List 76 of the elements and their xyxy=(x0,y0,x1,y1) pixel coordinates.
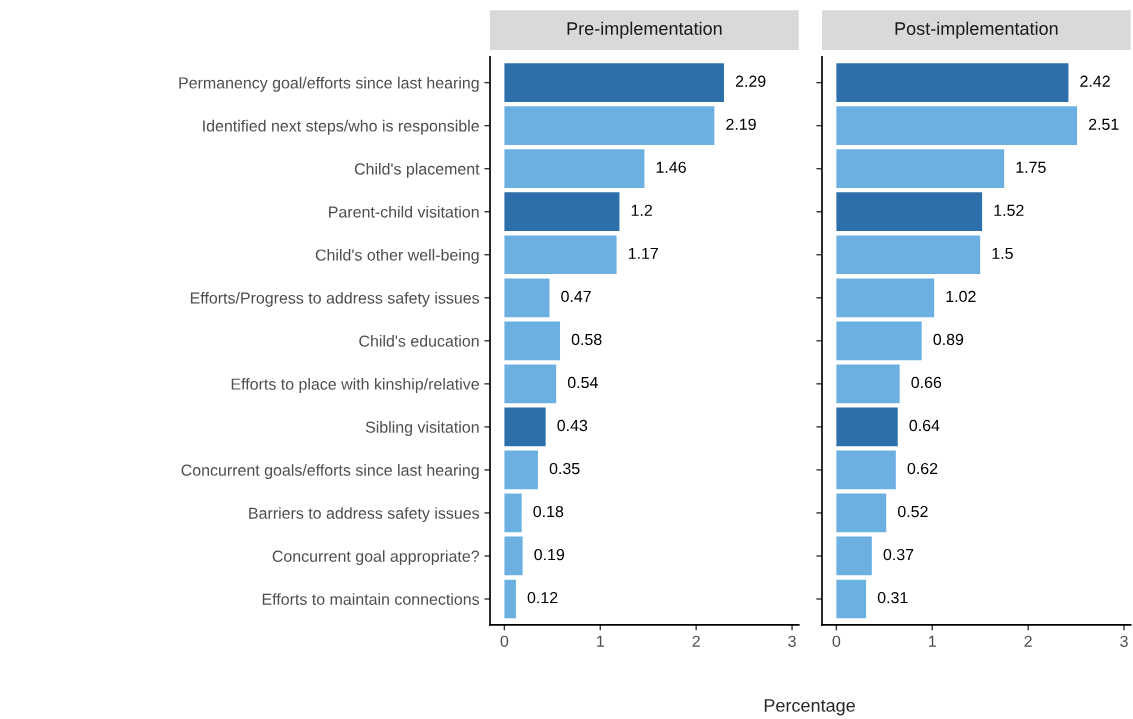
x-tick-label: 2 xyxy=(1024,635,1032,647)
y-tick-label: Concurrent goals/efforts since last hearing xyxy=(181,464,479,479)
x-axis-title: Percentage xyxy=(764,699,855,716)
bar xyxy=(836,63,1069,102)
x-tick-label: 1 xyxy=(929,635,936,647)
bar xyxy=(504,106,715,146)
data-label: 0.62 xyxy=(907,462,938,475)
data-label: 1.75 xyxy=(1016,161,1046,173)
data-label: 0.43 xyxy=(557,419,588,432)
bar xyxy=(836,450,896,490)
bar xyxy=(836,536,872,576)
data-label: 1.02 xyxy=(946,290,976,303)
data-label: 1.5 xyxy=(992,247,1013,260)
x-tick-label: 2 xyxy=(692,635,700,647)
bar xyxy=(836,235,981,275)
bar xyxy=(836,493,887,533)
data-label: 1.2 xyxy=(631,204,652,216)
data-label: 0.35 xyxy=(549,462,580,475)
y-tick-label: Concurrent goal appropriate? xyxy=(272,550,480,566)
data-label: 0.37 xyxy=(883,548,914,561)
bar xyxy=(836,364,900,404)
bar xyxy=(836,278,935,318)
bar xyxy=(504,579,516,619)
data-label: 0.66 xyxy=(911,376,942,389)
bar xyxy=(836,579,867,619)
y-tick-label: Identified next steps/who is responsible xyxy=(203,119,479,135)
y-tick-label: Child's placement xyxy=(354,162,480,178)
bar xyxy=(836,321,922,361)
bar xyxy=(504,149,645,189)
data-label: 2.42 xyxy=(1080,75,1110,87)
data-label: 2.51 xyxy=(1088,118,1119,130)
x-tick-label: 3 xyxy=(788,635,796,647)
data-label: 0.12 xyxy=(527,591,558,604)
bar xyxy=(504,63,724,102)
x-tick-label: 0 xyxy=(500,635,509,647)
bar xyxy=(836,106,1078,146)
bar xyxy=(504,450,538,490)
bar xyxy=(504,407,546,447)
data-label: 0.31 xyxy=(877,591,908,604)
data-label: 0.54 xyxy=(567,376,598,389)
bar xyxy=(836,149,1005,189)
data-label: 1.52 xyxy=(994,204,1024,216)
data-label: 0.19 xyxy=(534,548,565,561)
y-tick-label: Sibling visitation xyxy=(365,421,479,436)
y-tick-label: Efforts to place with kinship/relative xyxy=(231,378,479,393)
data-label: 0.58 xyxy=(571,333,602,346)
data-label: 2.29 xyxy=(735,75,766,87)
data-label: 0.64 xyxy=(909,419,940,432)
bar xyxy=(504,321,561,361)
data-label: 1.46 xyxy=(656,161,686,173)
bar xyxy=(504,364,557,404)
bar xyxy=(836,192,983,232)
bar xyxy=(504,493,522,533)
chart-title: Post-implementation xyxy=(895,21,1058,39)
x-tick-label: 0 xyxy=(832,635,841,647)
data-label: 0.89 xyxy=(933,333,964,346)
data-label: 1.17 xyxy=(628,247,658,259)
y-tick-label: Child's education xyxy=(359,335,479,347)
bar xyxy=(504,192,620,232)
y-tick-label: Barriers to address safety issues xyxy=(249,507,480,523)
bar xyxy=(836,407,898,447)
x-tick-label: 3 xyxy=(1120,635,1128,647)
bar xyxy=(504,536,523,576)
data-label: 0.47 xyxy=(561,290,591,303)
data-label: 0.52 xyxy=(897,505,928,518)
data-label: 0.18 xyxy=(533,505,564,518)
bar xyxy=(504,235,617,275)
chart-title: Pre-implementation xyxy=(567,21,722,39)
y-tick-label: Efforts/Progress to address safety issues xyxy=(190,291,480,307)
y-tick-label: Parent-child visitation xyxy=(329,205,479,218)
x-tick-label: 1 xyxy=(597,635,604,647)
bar xyxy=(504,278,550,318)
y-tick-label: Efforts to maintain connections xyxy=(262,593,480,605)
y-tick-label: Child's other well-being xyxy=(315,248,479,264)
data-label: 2.19 xyxy=(726,118,756,130)
y-tick-label: Permanency goal/efforts since last hearing xyxy=(179,76,479,92)
